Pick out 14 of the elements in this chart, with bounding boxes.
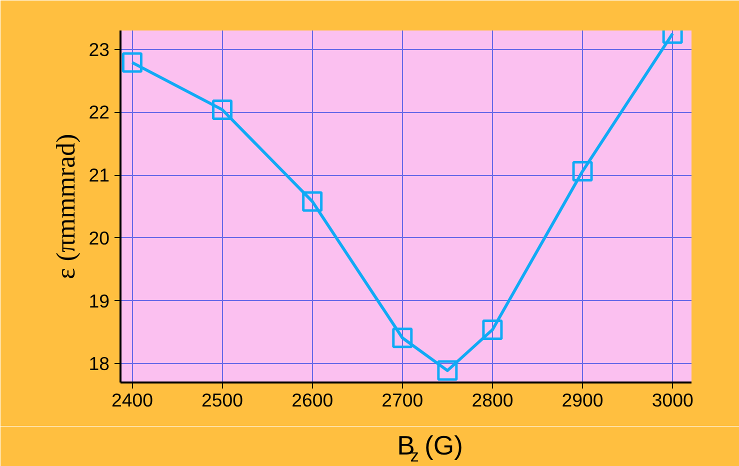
y-axis-title: ε (πmmmrad): [50, 134, 81, 280]
x-tick-label: 2800: [472, 390, 514, 410]
y-tick-label: 18: [88, 353, 110, 374]
y-tick-label: 22: [88, 102, 110, 123]
x-tick-label: 2900: [562, 390, 604, 410]
y-tick-label: 19: [88, 290, 110, 312]
x-tick-label: 2400: [111, 390, 153, 410]
x-tick-label: 2600: [292, 390, 334, 410]
x-tick-label: 2500: [202, 390, 244, 410]
y-tick-label: 23: [88, 38, 110, 60]
y-tick-label: 21: [88, 164, 110, 186]
y-tick-label: 20: [88, 227, 110, 248]
x-tick-label: 2700: [382, 390, 424, 410]
x-tick-label: 3000: [652, 390, 694, 410]
